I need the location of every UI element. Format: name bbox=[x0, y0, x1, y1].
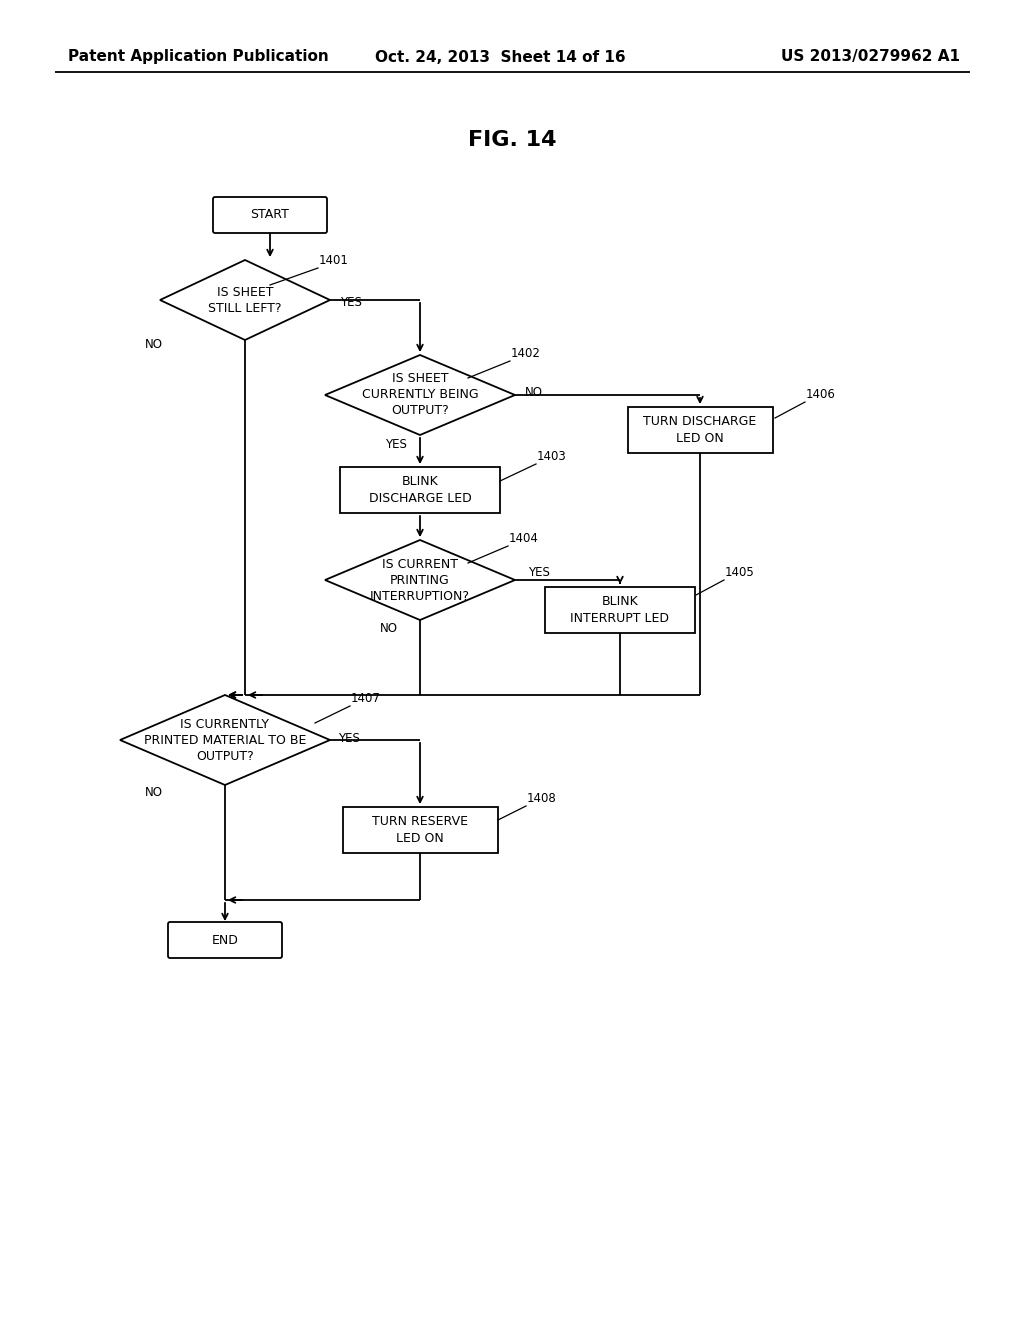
Text: END: END bbox=[212, 933, 239, 946]
Text: YES: YES bbox=[528, 565, 550, 578]
Text: IS CURRENTLY
PRINTED MATERIAL TO BE
OUTPUT?: IS CURRENTLY PRINTED MATERIAL TO BE OUTP… bbox=[143, 718, 306, 763]
Text: 1401: 1401 bbox=[319, 253, 349, 267]
Polygon shape bbox=[325, 540, 515, 620]
Text: NO: NO bbox=[525, 387, 543, 400]
Text: Patent Application Publication: Patent Application Publication bbox=[68, 49, 329, 65]
Text: Oct. 24, 2013  Sheet 14 of 16: Oct. 24, 2013 Sheet 14 of 16 bbox=[375, 49, 626, 65]
Text: YES: YES bbox=[340, 296, 361, 309]
Text: YES: YES bbox=[385, 438, 407, 451]
Text: START: START bbox=[251, 209, 290, 222]
Text: 1406: 1406 bbox=[806, 388, 836, 401]
FancyBboxPatch shape bbox=[168, 921, 282, 958]
Polygon shape bbox=[120, 696, 330, 785]
Text: IS SHEET
CURRENTLY BEING
OUTPUT?: IS SHEET CURRENTLY BEING OUTPUT? bbox=[361, 372, 478, 417]
Text: 1405: 1405 bbox=[725, 566, 755, 579]
Bar bbox=[545, 587, 695, 634]
Polygon shape bbox=[160, 260, 330, 341]
Text: NO: NO bbox=[145, 787, 163, 800]
Text: TURN DISCHARGE
LED ON: TURN DISCHARGE LED ON bbox=[643, 414, 757, 445]
Text: 1404: 1404 bbox=[509, 532, 539, 545]
Text: BLINK
INTERRUPT LED: BLINK INTERRUPT LED bbox=[570, 595, 670, 624]
Text: BLINK
DISCHARGE LED: BLINK DISCHARGE LED bbox=[369, 475, 471, 506]
Bar bbox=[340, 467, 500, 513]
Polygon shape bbox=[325, 355, 515, 436]
Text: NO: NO bbox=[380, 622, 398, 635]
Text: TURN RESERVE
LED ON: TURN RESERVE LED ON bbox=[372, 814, 468, 845]
Bar bbox=[342, 807, 498, 853]
Text: 1402: 1402 bbox=[511, 347, 541, 360]
Text: NO: NO bbox=[145, 338, 163, 351]
Text: FIG. 14: FIG. 14 bbox=[468, 129, 556, 150]
Text: IS SHEET
STILL LEFT?: IS SHEET STILL LEFT? bbox=[208, 285, 282, 314]
Text: YES: YES bbox=[338, 731, 359, 744]
Text: IS CURRENT
PRINTING
INTERRUPTION?: IS CURRENT PRINTING INTERRUPTION? bbox=[370, 557, 470, 602]
Text: 1408: 1408 bbox=[527, 792, 557, 805]
Bar bbox=[628, 407, 772, 453]
Text: 1407: 1407 bbox=[351, 692, 381, 705]
FancyBboxPatch shape bbox=[213, 197, 327, 234]
Text: 1403: 1403 bbox=[537, 450, 566, 463]
Text: US 2013/0279962 A1: US 2013/0279962 A1 bbox=[781, 49, 961, 65]
